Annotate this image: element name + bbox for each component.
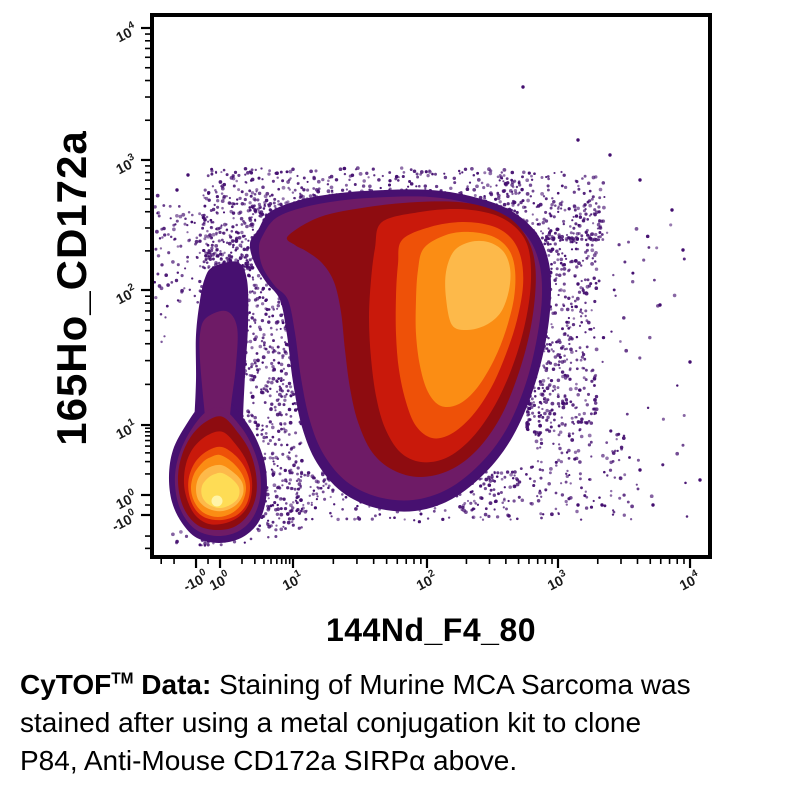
caption-line-1: CyTOFTM Data: Staining of Murine MCA Sar… [20,669,691,700]
x-axis-label: 144Nd_F4_80 [325,612,537,648]
svg-text:101: 101 [279,568,306,594]
caption-line-2: stained after using a metal conjugation … [20,707,642,738]
svg-text:100: 100 [112,486,139,512]
svg-text:100: 100 [206,568,233,594]
contour-layers [168,189,552,543]
trademark-symbol: TM [111,670,134,688]
axis-ticks [141,26,692,568]
svg-text:103: 103 [112,151,139,177]
svg-text:102: 102 [112,281,139,307]
caption: CyTOFTM Data: Staining of Murine MCA Sar… [20,666,792,780]
svg-text:103: 103 [544,568,571,594]
svg-text:-100: -100 [108,506,140,534]
y-axis-label: 165Ho_CD172a [48,130,95,446]
svg-text:102: 102 [413,568,440,594]
caption-line-3: P84, Anti-Mouse CD172a SIRPα above. [20,745,518,776]
svg-text:104: 104 [676,568,703,594]
svg-text:101: 101 [112,416,139,442]
plot-border [150,13,712,559]
svg-text:104: 104 [112,19,139,45]
